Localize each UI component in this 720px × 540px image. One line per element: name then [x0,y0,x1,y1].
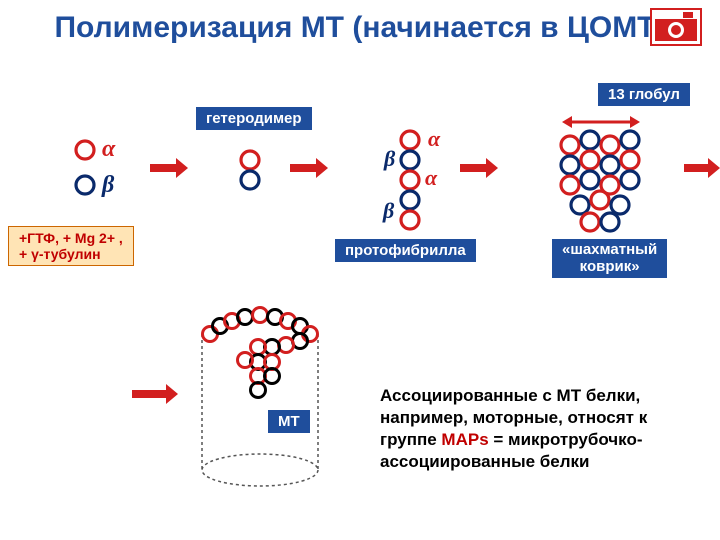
svg-text:α: α [425,165,438,190]
svg-text:α: α [428,126,441,151]
svg-text:α: α [102,136,116,162]
svg-text:β: β [382,198,395,223]
svg-text:β: β [383,146,396,171]
svg-text:β: β [101,172,115,198]
polymerization-diagram: αβ αβαβ [0,0,720,540]
